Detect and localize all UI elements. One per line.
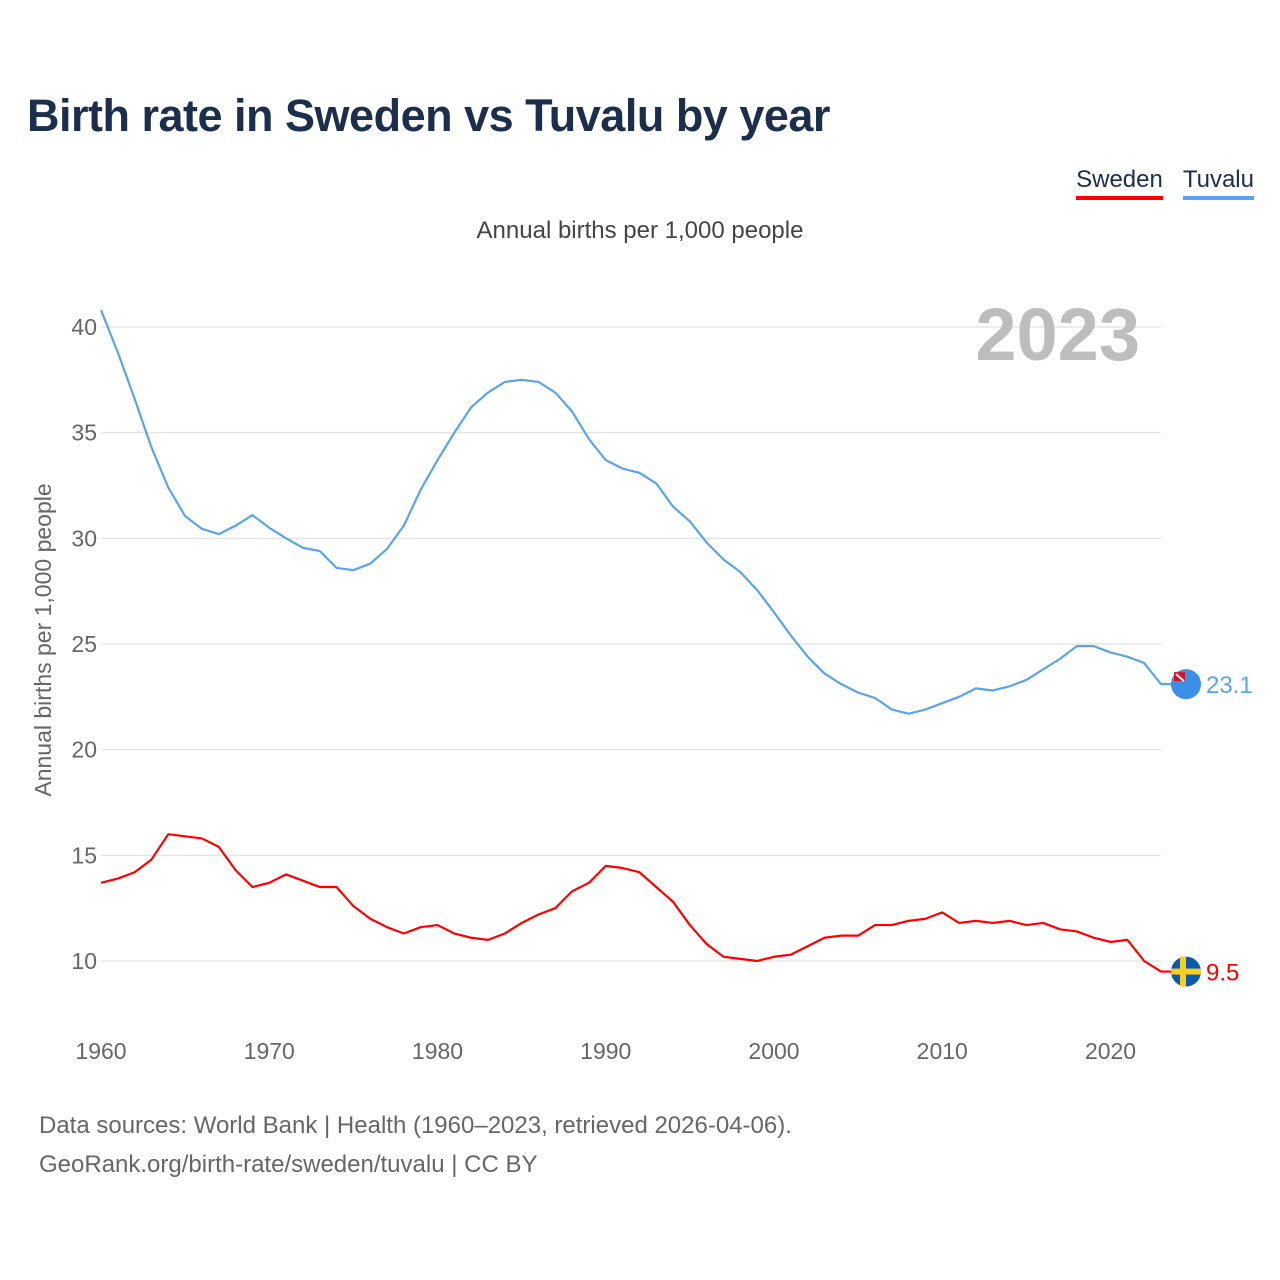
chart-title: Birth rate in Sweden vs Tuvalu by year [27, 90, 830, 141]
x-tick-label: 2000 [748, 1038, 799, 1064]
source-link[interactable]: GeoRank.org/birth-rate/sweden/tuvalu | C… [39, 1151, 538, 1178]
data-source-note: Data sources: World Bank | Health (1960–… [39, 1112, 792, 1139]
y-tick-label: 20 [71, 737, 97, 763]
y-tick-label: 30 [71, 525, 97, 551]
year-watermark: 2023 [975, 293, 1140, 376]
flag-canton-cross [1175, 673, 1185, 682]
x-tick-label: 2020 [1085, 1038, 1136, 1064]
y-tick-label: 15 [71, 842, 97, 868]
y-axis-label: Annual births per 1,000 people [30, 483, 56, 796]
x-tick-label: 1970 [244, 1038, 295, 1064]
legend-item-sweden[interactable]: Sweden [1076, 166, 1163, 200]
footer: Data sources: World Bank | Health (1960–… [39, 1106, 792, 1184]
series-line-sweden [100, 833, 1186, 973]
end-value-label-sweden: 9.5 [1206, 960, 1239, 987]
chart-subtitle: Annual births per 1,000 people [476, 217, 804, 244]
y-tick-label: 35 [71, 420, 97, 446]
legend-item-tuvalu[interactable]: Tuvalu [1182, 166, 1254, 200]
y-tick-label: 25 [71, 631, 97, 657]
x-tick-label: 2010 [917, 1038, 968, 1064]
end-value-label-tuvalu: 23.1 [1206, 672, 1253, 699]
legend: Sweden Tuvalu [1076, 166, 1254, 200]
y-tick-label: 10 [71, 948, 97, 974]
series-line-tuvalu [99, 309, 1186, 715]
y-tick-label: 40 [71, 314, 97, 340]
flag-cross-vertical [1180, 956, 1186, 987]
x-tick-label: 1980 [412, 1038, 463, 1064]
x-tick-label: 1990 [580, 1038, 631, 1064]
x-tick-label: 1960 [75, 1038, 126, 1064]
